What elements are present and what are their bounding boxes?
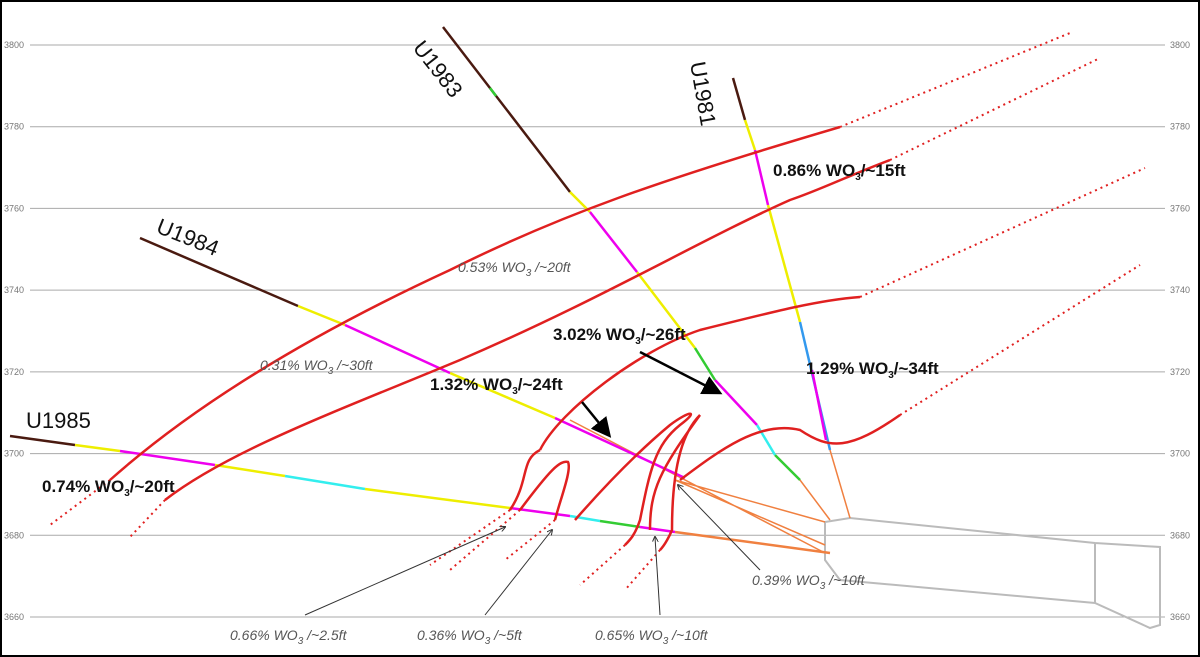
elevation-label: 3740 <box>4 285 24 295</box>
subscript: 3 <box>820 581 826 592</box>
subscript: 3 <box>663 636 669 647</box>
elevation-label: 3780 <box>4 122 24 132</box>
intercept-label: 0.39% WO3 /~10ft <box>752 572 866 592</box>
intercept-label: 0.66% WO3 /~2.5ft <box>230 627 348 647</box>
length: /~15ft <box>861 161 906 180</box>
fan-holes <box>569 419 851 554</box>
intercept-label: 3.02% WO3/~26ft <box>553 325 686 347</box>
elevation-label: 3780 <box>1170 122 1190 132</box>
grade: 0.39% WO <box>752 572 820 588</box>
intercept-label: 0.53% WO3 /~20ft <box>458 259 572 279</box>
subscript: 3 <box>328 366 334 377</box>
intercept-label: 0.36% WO3 /~5ft <box>417 627 523 647</box>
intercept-label: 0.65% WO3 /~10ft <box>595 627 709 647</box>
elevation-label: 3660 <box>4 612 24 622</box>
callout-arrows <box>304 350 761 616</box>
length: /~10ft <box>668 627 708 643</box>
length: /~10ft <box>825 572 865 588</box>
elevation-label: 3680 <box>4 530 24 540</box>
elevation-label: 3680 <box>1170 530 1190 540</box>
grade: 0.53% WO <box>458 259 526 275</box>
grade: 0.65% WO <box>595 627 663 643</box>
elevation-label: 3800 <box>4 40 24 50</box>
subscript: 3 <box>888 370 894 381</box>
subscript: 3 <box>855 172 861 183</box>
intercept-label: 0.31% WO3 /~30ft <box>260 357 374 377</box>
elevation-grid: 3800 3800 3780 3780 3760 3760 3740 3740 3720 3720… <box>4 40 1190 622</box>
veins <box>109 125 901 551</box>
subscript: 3 <box>124 488 130 499</box>
elevation-label: 3700 <box>1170 449 1190 459</box>
grade: 0.86% WO <box>773 161 855 180</box>
grade: 3.02% WO <box>553 325 635 344</box>
intercept-label: 0.86% WO3/~15ft <box>773 161 906 183</box>
elevation-label: 3700 <box>4 449 24 459</box>
intercept-label: 1.29% WO3/~34ft <box>806 359 939 381</box>
length: /~34ft <box>894 359 939 378</box>
elevation-label: 3760 <box>1170 203 1190 213</box>
grade: 1.29% WO <box>806 359 888 378</box>
intercept-label: 1.32% WO3/~24ft <box>430 375 563 397</box>
intercepts: 0.86% WO3/~15ft 0.53% WO3 /~20ft 0.31% W… <box>42 161 939 647</box>
subscript: 3 <box>298 636 304 647</box>
intercept-label: 0.74% WO3/~20ft <box>42 477 175 499</box>
elevation-label: 3660 <box>1170 612 1190 622</box>
elevation-label: 3720 <box>1170 367 1190 377</box>
hole-label: U1985 <box>26 408 91 433</box>
elevation-label: 3760 <box>4 203 24 213</box>
elevation-label: 3740 <box>1170 285 1190 295</box>
workings <box>824 516 1161 630</box>
grade: 0.36% WO <box>417 627 485 643</box>
grade: 0.74% WO <box>42 477 124 496</box>
grade: 1.32% WO <box>430 375 512 394</box>
length: /~24ft <box>518 375 563 394</box>
subscript: 3 <box>635 336 641 347</box>
length: /~20ft <box>531 259 571 275</box>
subscript: 3 <box>485 636 491 647</box>
vein-extensions <box>49 32 1146 591</box>
length: /~30ft <box>333 357 373 373</box>
length: /~20ft <box>130 477 175 496</box>
subscript: 3 <box>512 386 518 397</box>
hole-label: U1984 <box>153 213 222 260</box>
subscript: 3 <box>526 268 532 279</box>
drill-traces <box>9 26 832 555</box>
elevation-label: 3720 <box>4 367 24 377</box>
hole-label: U1981 <box>685 60 721 128</box>
grade: 0.66% WO <box>230 627 298 643</box>
length: /~5ft <box>490 627 523 643</box>
grade: 0.31% WO <box>260 357 328 373</box>
length: /~26ft <box>641 325 686 344</box>
elevation-label: 3800 <box>1170 40 1190 50</box>
length: /~2.5ft <box>303 627 347 643</box>
